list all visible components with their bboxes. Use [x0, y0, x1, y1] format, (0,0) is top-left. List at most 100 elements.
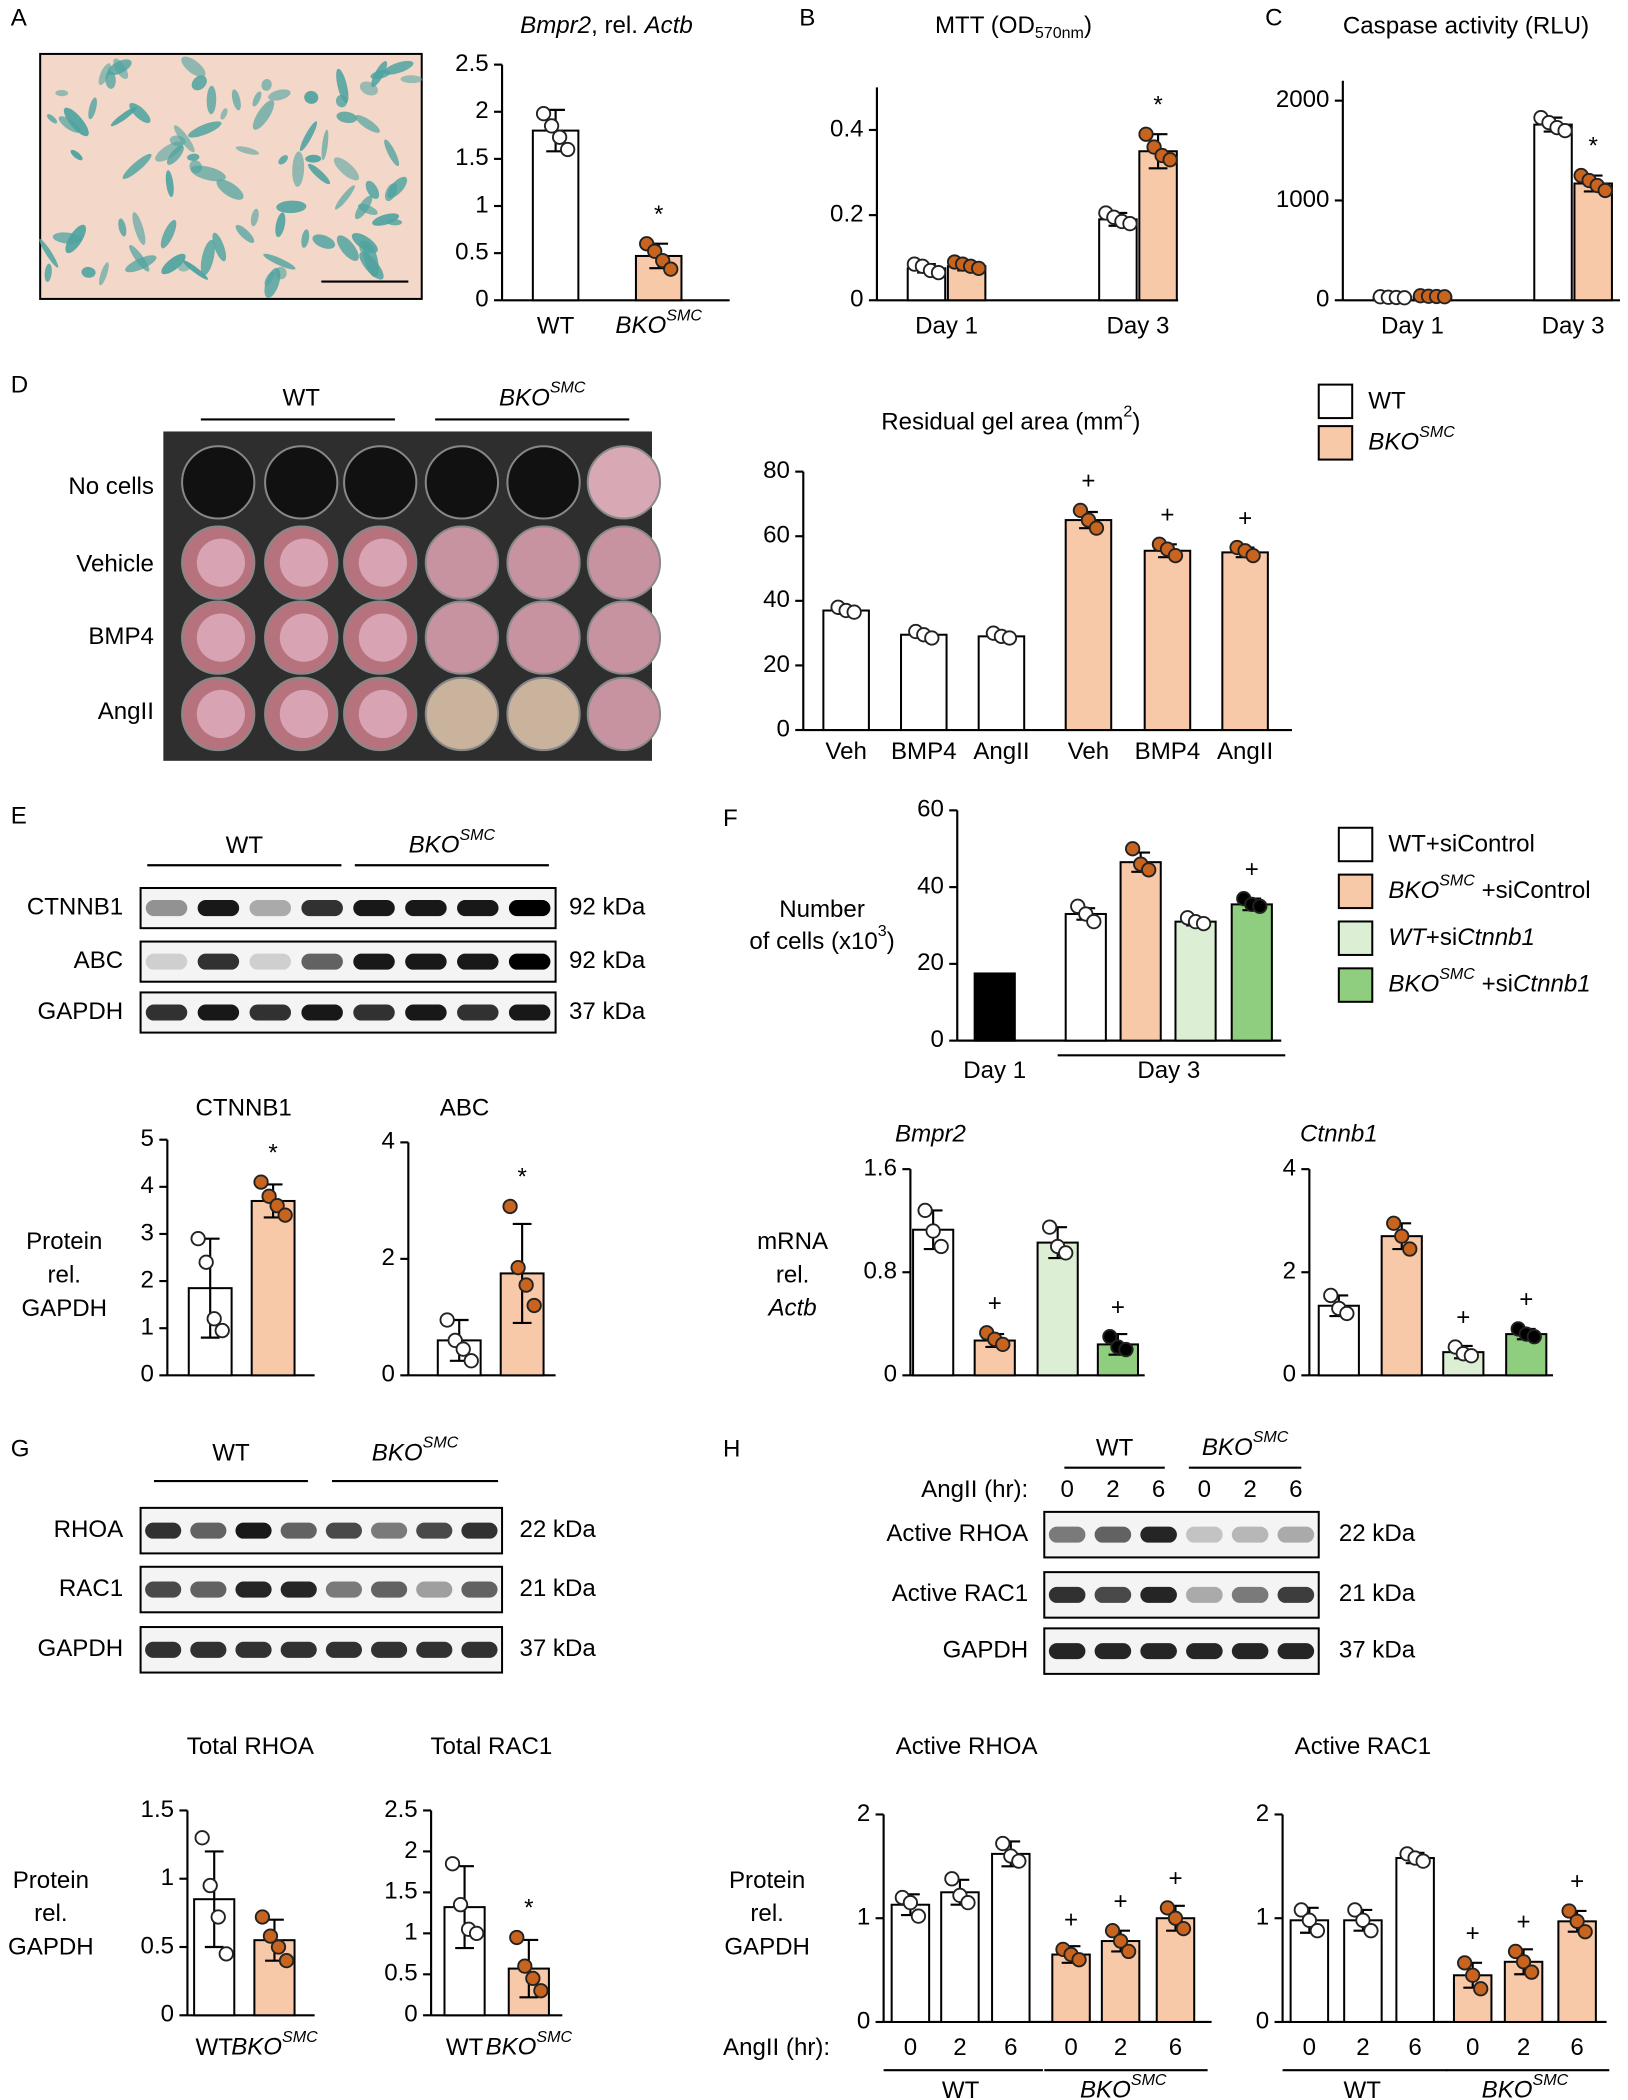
bar [1557, 1920, 1597, 2023]
x-group-label-part: BKO [615, 312, 666, 339]
significance-mark: + [1160, 502, 1174, 529]
cell [292, 151, 305, 187]
cell [357, 203, 378, 215]
cell [160, 219, 177, 249]
y-axis-label: rel. [750, 1900, 783, 1927]
panel-letter: H [723, 1436, 740, 1463]
cell [275, 212, 286, 238]
cell [305, 154, 322, 163]
y-tick-label: 5 [141, 1125, 154, 1152]
chart-title-part: 2 [1123, 403, 1132, 421]
y-axis-label: mRNA [757, 1228, 829, 1255]
y-axis-label-part: 3 [878, 922, 887, 940]
data-point [439, 1312, 455, 1328]
y-tick-label: 0.4 [830, 115, 863, 142]
blot-group-label-part: BKO [372, 1440, 423, 1467]
x-group-label: AngII [973, 738, 1029, 765]
blot-group-label-part: SMC [1253, 1429, 1289, 1447]
data-point [1088, 520, 1105, 536]
significance-mark: + [1245, 856, 1259, 883]
x-group-label: BKOSMC [615, 307, 702, 340]
band [1048, 1526, 1086, 1543]
cell [304, 90, 319, 104]
band [1186, 1586, 1223, 1603]
cell [355, 115, 380, 133]
data-point [1125, 841, 1141, 857]
y-tick-label: 20 [763, 651, 790, 678]
x-tick-label: 2 [953, 2034, 966, 2061]
data-point [1138, 126, 1154, 142]
significance-mark: + [988, 1290, 1002, 1317]
y-axis-label: of cells (x103) [749, 922, 894, 955]
y-tick-label: 60 [917, 796, 944, 823]
chart-title-part: 570nm [1035, 24, 1084, 42]
cell [372, 213, 400, 226]
band [371, 1522, 408, 1539]
legend-swatch [1337, 920, 1374, 956]
cell [371, 61, 388, 88]
band [197, 953, 240, 970]
legend-swatch [1337, 826, 1374, 863]
data-point [1071, 1952, 1087, 1968]
data-point [1473, 1981, 1489, 1997]
plate-column-label: WT [283, 385, 321, 412]
significance-mark: + [1466, 1920, 1480, 1947]
y-axis-label-part: of cells (x10 [749, 928, 877, 955]
cell [312, 234, 336, 249]
blot-strip [1043, 1627, 1320, 1675]
data-point [214, 1322, 230, 1339]
chart-title: MTT (OD570nm) [935, 13, 1092, 43]
band [1094, 1526, 1132, 1543]
gel [196, 613, 246, 662]
blot-size-label: 21 kDa [1339, 1580, 1416, 1607]
bar [890, 1903, 931, 2023]
band [1094, 1643, 1132, 1660]
x-group-label: Day 3 [1107, 312, 1170, 339]
legend-label: BKOSMC +siControl [1388, 872, 1590, 905]
band [416, 1581, 453, 1598]
panel-letter: E [11, 802, 27, 829]
data-point [1323, 1287, 1339, 1304]
data-point [1159, 1900, 1176, 1916]
y-tick-label: 1 [161, 1864, 174, 1891]
cell [220, 108, 228, 120]
band [1186, 1643, 1223, 1660]
band [1231, 1586, 1269, 1603]
chart-title-part: Bmpr2 [520, 13, 592, 40]
plate-row-label: AngII [98, 698, 154, 725]
bar [973, 972, 1016, 1042]
x-tick-label: 2 [1356, 2034, 1369, 2061]
data-point [647, 243, 663, 259]
cell [125, 255, 157, 273]
band [371, 1641, 408, 1658]
cell [385, 183, 398, 202]
legend-swatch [1337, 967, 1374, 1003]
cell [359, 240, 370, 256]
data-point [1122, 215, 1138, 232]
cell [70, 149, 83, 161]
band [325, 1641, 362, 1658]
x-tick-label: 2 [1114, 2034, 1127, 2061]
legend-label: BKOSMC [1368, 423, 1455, 456]
blot-row-label: GAPDH [38, 998, 124, 1025]
cell [44, 263, 52, 282]
y-tick-label: 0 [1256, 2007, 1269, 2034]
y-tick-label: 2 [1283, 1258, 1296, 1285]
cell [39, 238, 59, 268]
y-tick-label: 2 [475, 97, 488, 124]
band [280, 1641, 317, 1658]
well [181, 445, 256, 520]
blot-size-label: 92 kDa [569, 893, 646, 920]
gel [196, 538, 246, 587]
band [190, 1641, 227, 1658]
blot-row-label: Active RHOA [886, 1520, 1029, 1547]
chart-title: Total RAC1 [430, 1733, 552, 1760]
data-point [455, 1341, 471, 1357]
plate-row-label: No cells [68, 473, 154, 500]
significance-mark: * [268, 1139, 277, 1166]
band [235, 1581, 272, 1598]
data-point [535, 106, 552, 122]
significance-mark: + [1517, 1909, 1531, 1936]
